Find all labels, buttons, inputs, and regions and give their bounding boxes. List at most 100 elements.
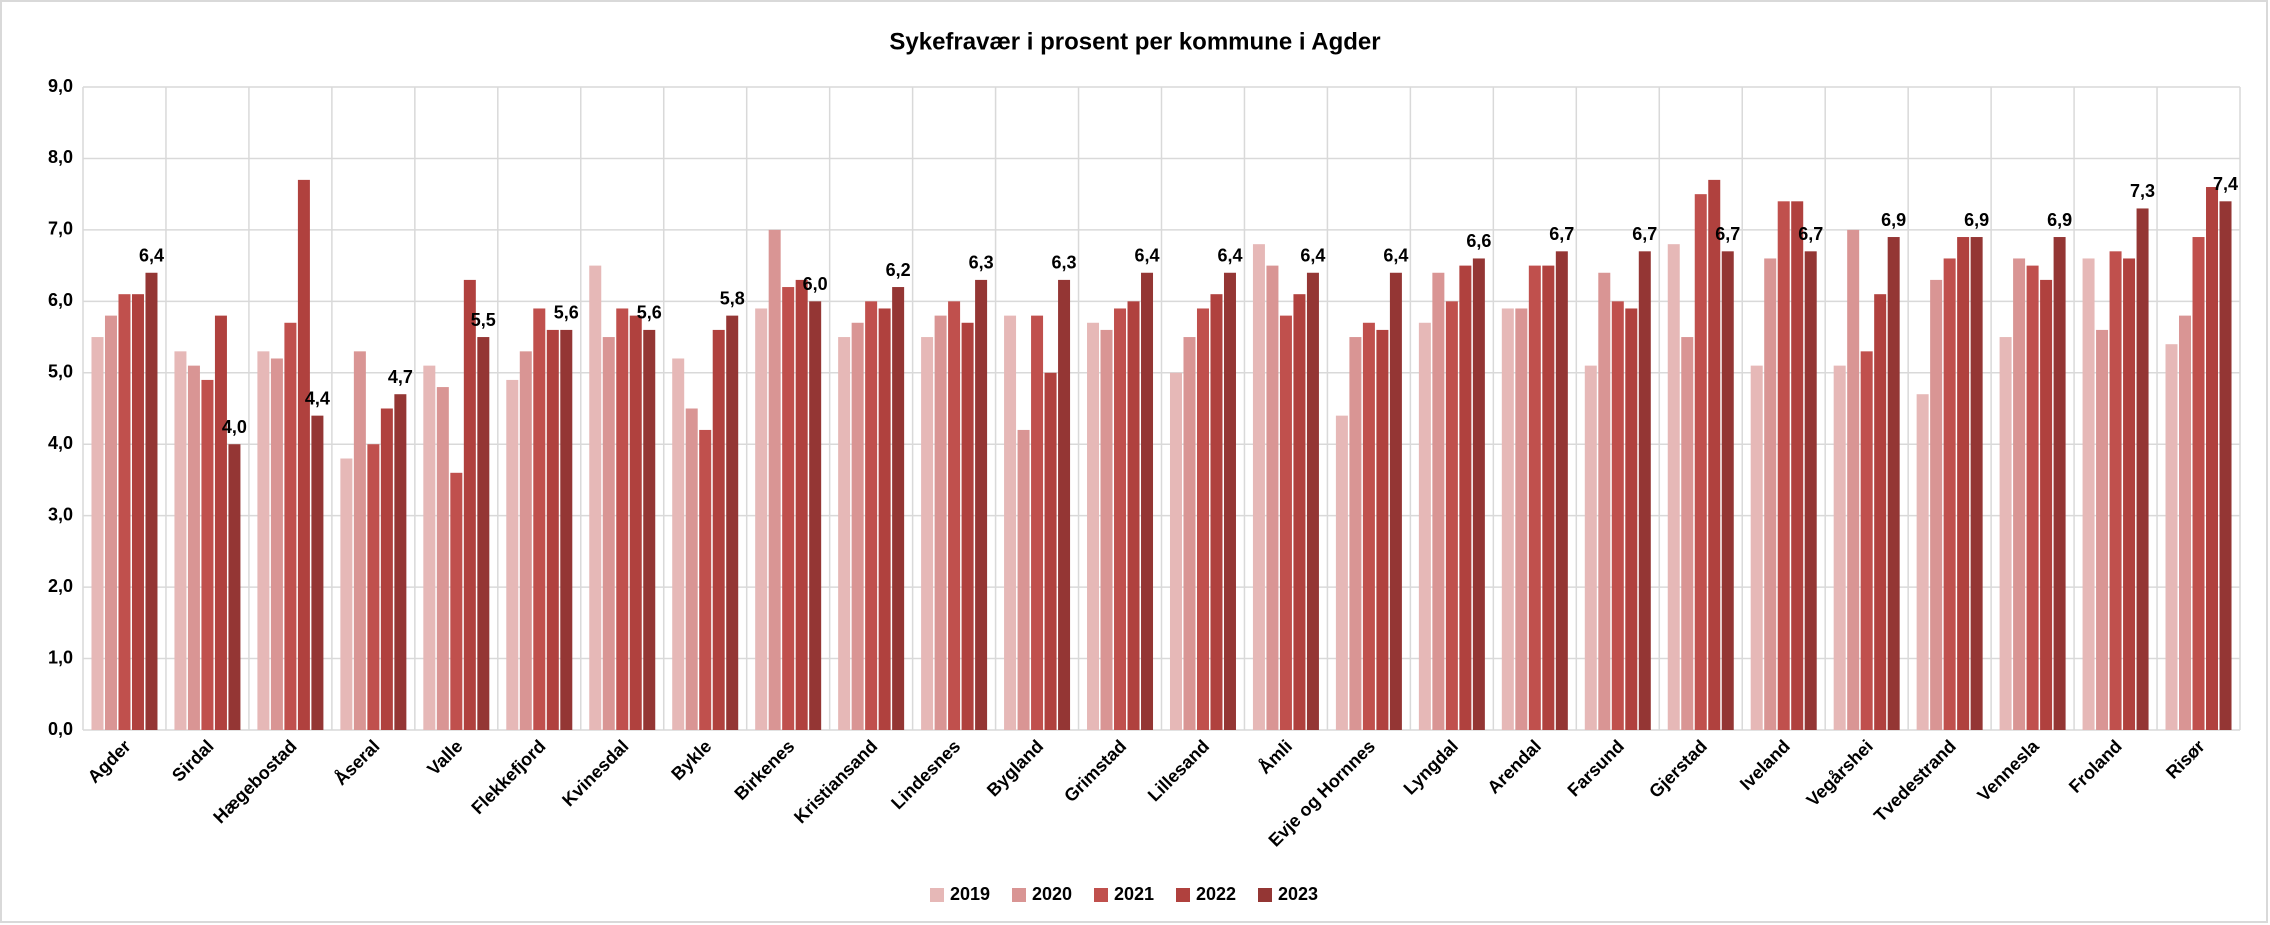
bar [463, 279, 476, 730]
bar [2053, 237, 2066, 731]
data-label: 5,5 [471, 310, 496, 330]
data-label: 5,6 [554, 303, 579, 323]
bar [353, 351, 366, 730]
bar [2219, 201, 2232, 731]
bar [2013, 258, 2026, 730]
bar [228, 444, 241, 730]
bar [2026, 265, 2039, 730]
bar [1694, 194, 1707, 730]
legend-label: 2019 [950, 884, 990, 904]
bar [768, 229, 781, 730]
bar [602, 337, 615, 730]
bar [2109, 251, 2122, 731]
bar [367, 444, 380, 730]
bar [921, 337, 934, 730]
bar [1044, 372, 1057, 730]
data-label: 7,4 [2213, 174, 2238, 194]
data-label: 6,7 [1632, 224, 1657, 244]
bar [948, 301, 961, 730]
bar [436, 387, 449, 730]
data-label: 6,4 [1383, 246, 1408, 266]
bar [685, 408, 698, 730]
bar [2082, 258, 2095, 730]
bar [257, 351, 270, 730]
bar [1943, 258, 1956, 730]
bar [838, 337, 851, 730]
data-label: 6,4 [1217, 246, 1242, 266]
bar [934, 315, 947, 730]
data-label: 6,7 [1715, 224, 1740, 244]
bar [201, 379, 214, 730]
bar [311, 415, 324, 730]
bar [1335, 415, 1348, 730]
bar [1721, 251, 1734, 731]
y-tick-label: 5,0 [48, 362, 73, 382]
bar [809, 301, 822, 730]
bar [1611, 301, 1624, 730]
bar [91, 337, 104, 730]
data-label: 6,4 [1300, 246, 1325, 266]
bar [1004, 315, 1017, 730]
bar [1804, 251, 1817, 731]
bar [519, 351, 532, 730]
data-label: 4,4 [305, 388, 330, 408]
y-tick-label: 3,0 [48, 504, 73, 524]
bar [643, 329, 656, 730]
bar [145, 272, 158, 730]
bar [755, 308, 768, 730]
bar [1957, 237, 1970, 731]
data-label: 4,7 [388, 367, 413, 387]
bar [560, 329, 573, 730]
bar [1916, 394, 1929, 730]
bar [1058, 279, 1071, 730]
bar [1542, 265, 1555, 730]
bar [394, 394, 407, 730]
y-tick-label: 1,0 [48, 647, 73, 667]
bar [795, 279, 808, 730]
data-label: 6,9 [2047, 210, 2072, 230]
bar [1210, 294, 1223, 730]
legend-swatch [930, 888, 944, 902]
bar [1791, 201, 1804, 731]
bar [1528, 265, 1541, 730]
bar [131, 294, 144, 730]
data-label: 5,6 [637, 303, 662, 323]
bar [1362, 322, 1375, 730]
legend-label: 2023 [1278, 884, 1318, 904]
data-label: 6,3 [969, 253, 994, 273]
data-label: 4,0 [222, 417, 247, 437]
data-label: 6,3 [1052, 253, 1077, 273]
bar [1141, 272, 1154, 730]
bar [1252, 244, 1265, 730]
data-label: 6,2 [886, 260, 911, 280]
data-label: 6,4 [1135, 246, 1160, 266]
bar [1266, 265, 1279, 730]
bar [1127, 301, 1140, 730]
bar [1223, 272, 1236, 730]
bar [2096, 329, 2109, 730]
bar [1667, 244, 1680, 730]
bar [1625, 308, 1638, 730]
bar [1087, 322, 1100, 730]
bar [297, 179, 310, 730]
bar [1459, 265, 1472, 730]
bar [506, 379, 519, 730]
bar [1833, 365, 1846, 730]
bar [699, 429, 712, 730]
bar [1847, 229, 1860, 730]
bar [1515, 308, 1528, 730]
bar [214, 315, 227, 730]
bar [2123, 258, 2136, 730]
bar [1279, 315, 1292, 730]
legend-swatch [1012, 888, 1026, 902]
bar [1860, 351, 1873, 730]
bar [616, 308, 629, 730]
data-label: 6,4 [139, 246, 164, 266]
legend-swatch [1176, 888, 1190, 902]
chart-title: Sykefravær i prosent per kommune i Agder [889, 28, 1380, 55]
bar [546, 329, 559, 730]
bar [1100, 329, 1113, 730]
bar [2206, 187, 2219, 730]
bar [629, 315, 642, 730]
